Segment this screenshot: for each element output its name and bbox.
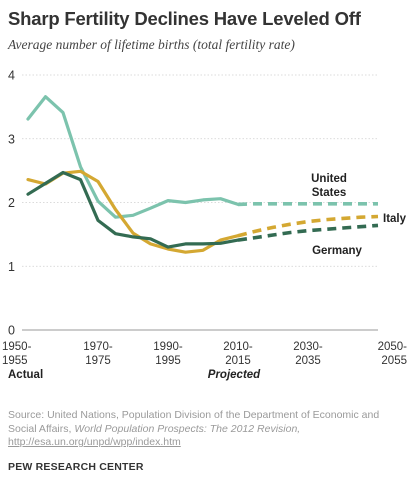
source-link[interactable]: http://esa.un.org/unpd/wpp/index.htm [8,436,181,448]
x-tick-label: 1955 [2,355,28,367]
chart-title: Sharp Fertility Declines Have Leveled Of… [8,8,361,29]
x-tick-label: 2050- [378,341,408,353]
series-line-projected [237,214,379,238]
y-tick-label: 0 [8,324,15,338]
source-publication: World Population Prospects: The 2012 Rev… [74,422,301,435]
projected-annotation: Projected [208,369,261,381]
series-line-actual [26,170,240,249]
y-tick-label: 1 [8,260,15,274]
series-label: Italy [383,213,407,225]
series-line-projected [237,223,379,242]
y-tick-label: 4 [8,69,15,83]
brand-label: PEW RESEARCH CENTER [8,461,144,473]
x-tick-label: 1995 [155,355,181,367]
y-tick-label: 2 [8,196,15,210]
x-tick-label: 2035 [295,355,321,367]
series-label: United [311,173,347,185]
source-prefix: Source: United Nations, Population Divis… [8,409,380,435]
source-note: Source: United Nations, Population Divis… [8,409,408,450]
actual-annotation: Actual [8,369,43,381]
series-label: Germany [312,245,362,257]
series-label: States [312,187,347,199]
x-tick-label: 1950- [2,341,32,353]
x-tick-label: 2055 [381,355,407,367]
series-line-actual [26,169,240,254]
y-tick-label: 3 [8,132,15,146]
line-chart: 0 1 2 3 4 1950- 1955 1970- 1975 1990- 1995 2010- 201… [2,69,408,382]
x-tick-label: 1990- [153,341,183,353]
series-line-actual [26,95,240,219]
x-tick-label: 2010- [223,341,253,353]
x-tick-label: 2030- [293,341,323,353]
chart-subtitle: Average number of lifetime births (total… [8,37,295,52]
x-tick-label: 1975 [85,355,111,367]
x-tick-label: 1970- [83,341,113,353]
x-tick-label: 2015 [225,355,251,367]
series-line-projected [237,202,378,207]
